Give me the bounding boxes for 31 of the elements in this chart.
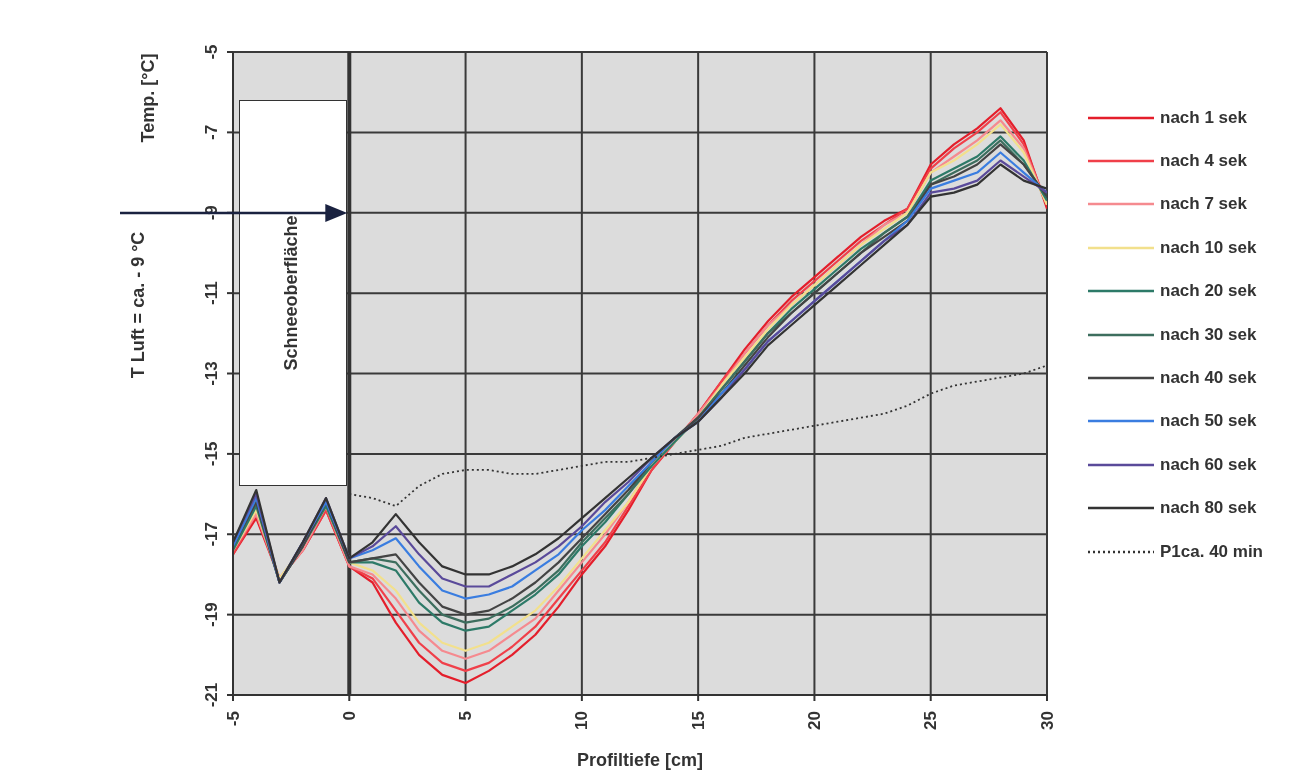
legend-label: nach 50 sek — [1160, 411, 1257, 432]
legend-label: nach 60 sek — [1160, 454, 1257, 475]
legend-label: nach 4 sek — [1160, 151, 1247, 172]
y-tick-label: -11 — [201, 281, 221, 305]
x-axis-title: Profiltiefe [cm] — [576, 749, 704, 771]
y-tick-label: -7 — [201, 124, 221, 140]
legend-label: nach 1 sek — [1160, 107, 1247, 128]
legend-label: nach 20 sek — [1160, 281, 1257, 302]
x-tick-label: 30 — [1037, 711, 1057, 730]
y-tick-label: -19 — [201, 602, 221, 627]
x-tick-label: 20 — [804, 711, 824, 730]
x-tick-label: 25 — [921, 711, 941, 730]
x-tick-label: 0 — [339, 711, 359, 721]
x-tick-label: -5 — [223, 711, 243, 727]
y-tick-label: -21 — [201, 682, 221, 708]
legend-label: nach 7 sek — [1160, 194, 1247, 215]
x-tick-label: 10 — [572, 711, 592, 730]
legend-label: P1ca. 40 min — [1160, 541, 1264, 562]
x-tick-label: 15 — [688, 711, 708, 730]
text: T Luft = ca. - 9 °C — [127, 231, 149, 379]
x-tick-label: 5 — [456, 711, 476, 721]
y-tick-label: -15 — [201, 441, 221, 467]
legend-label: nach 40 sek — [1160, 368, 1257, 389]
legend-label: nach 30 sek — [1160, 324, 1257, 345]
y-tick-label: -17 — [201, 521, 221, 547]
y-tick-label: -5 — [201, 44, 221, 60]
y-axis-title: Temp. [°C] — [137, 53, 159, 143]
y-tick-label: -13 — [201, 361, 221, 386]
legend-label: nach 10 sek — [1160, 237, 1257, 258]
annotation: Schneeoberfläche — [280, 215, 302, 371]
legend-label: nach 80 sek — [1160, 498, 1257, 519]
